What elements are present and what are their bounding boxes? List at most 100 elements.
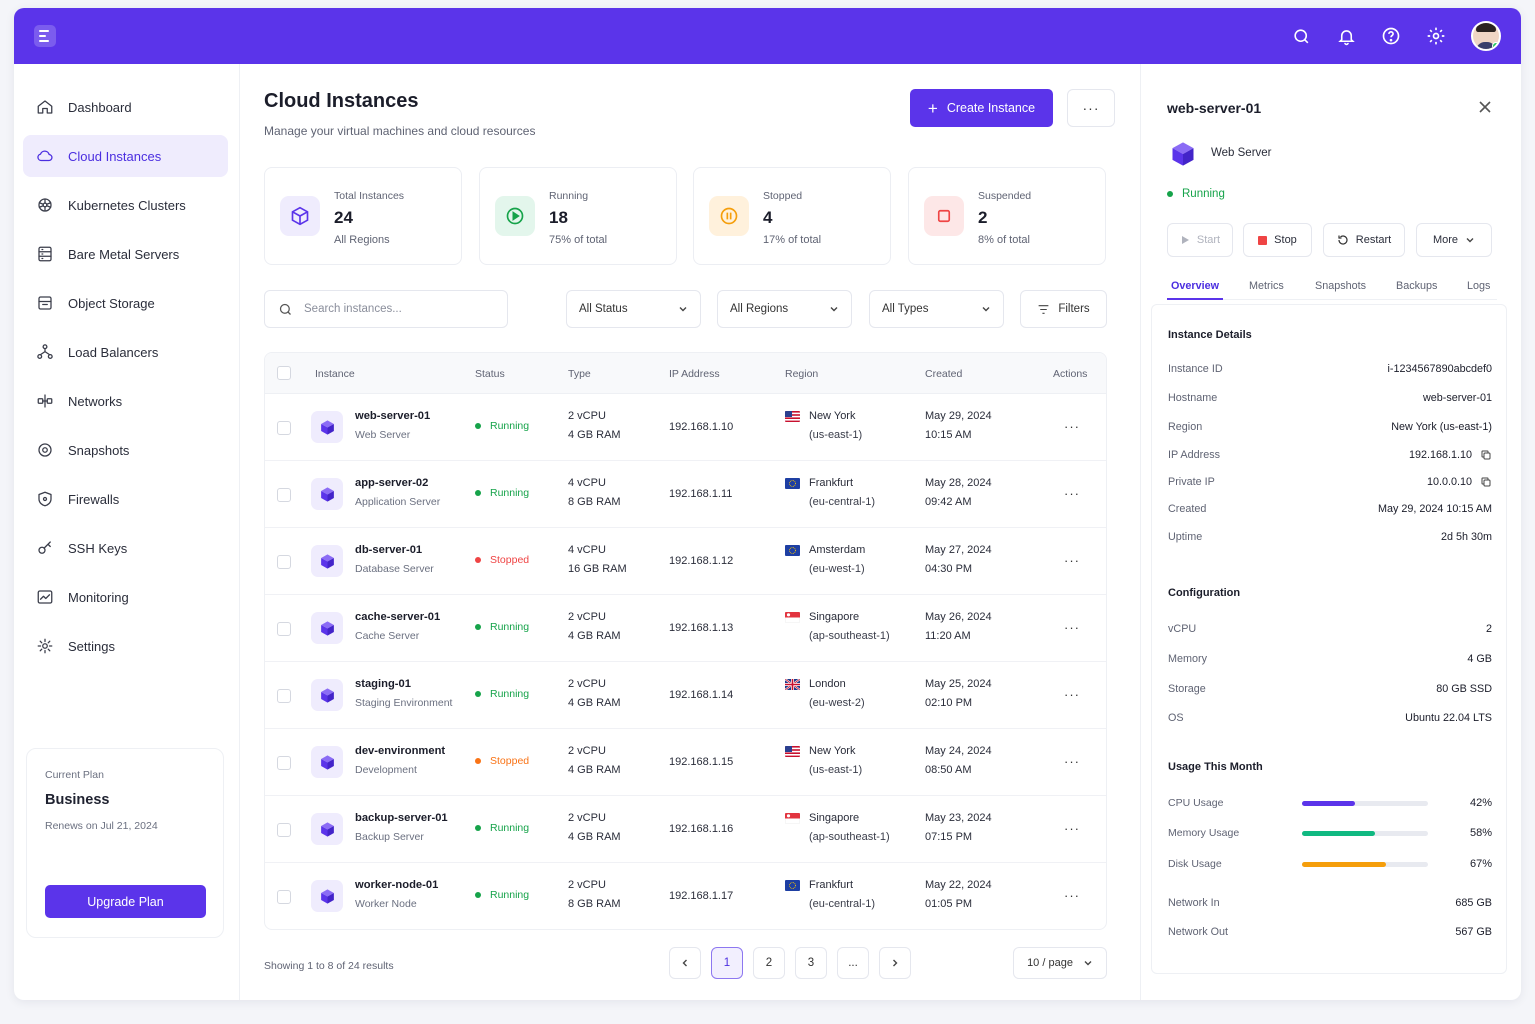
instance-cpu: 2 vCPU [568, 745, 606, 757]
search-input[interactable] [304, 303, 484, 315]
instance-name[interactable]: backup-server-01 [355, 812, 448, 824]
next-page-button[interactable] [879, 947, 911, 979]
instance-ip: 192.168.1.16 [669, 823, 734, 835]
select-all-checkbox[interactable] [277, 366, 291, 380]
menu-icon[interactable] [34, 25, 56, 47]
instance-name[interactable]: cache-server-01 [355, 611, 441, 623]
column-ip: IP Address [669, 368, 720, 380]
sidebar-item-cloud-instances[interactable]: Cloud Instances [23, 135, 228, 177]
table-row[interactable]: worker-node-01 Worker Node Running 2 vCPU 8 … [265, 863, 1106, 929]
table-row[interactable]: cache-server-01 Cache Server Running 2 vCPU… [265, 595, 1106, 662]
table-row[interactable]: dev-environment Development Stopped 2 vCPU 4… [265, 729, 1106, 796]
filters-button[interactable]: Filters [1020, 290, 1107, 328]
tab-backups[interactable]: Backups [1396, 280, 1438, 292]
upgrade-plan-button[interactable]: Upgrade Plan [45, 885, 206, 918]
restart-button[interactable]: Restart [1323, 223, 1405, 257]
sidebar-item-monitoring[interactable]: Monitoring [23, 576, 228, 618]
table-row[interactable]: db-server-01 Database Server Stopped 4 vCPU… [265, 528, 1106, 595]
instance-name[interactable]: staging-01 [355, 678, 411, 690]
create-instance-button[interactable]: + Create Instance [910, 89, 1053, 127]
page-button-2[interactable]: 2 [753, 947, 785, 979]
row-checkbox[interactable] [277, 823, 291, 837]
more-actions-button[interactable]: More [1416, 223, 1492, 257]
stop-button[interactable]: Stop [1243, 223, 1312, 257]
table-row[interactable]: backup-server-01 Backup Server Running 2 vC… [265, 796, 1106, 863]
row-checkbox[interactable] [277, 689, 291, 703]
more-options-button[interactable]: ··· [1067, 89, 1115, 127]
instance-description: Backup Server [355, 831, 424, 843]
created-time: 10:15 AM [925, 429, 972, 441]
row-actions-button[interactable]: ··· [1064, 888, 1080, 903]
detail-value: May 29, 2024 10:15 AM [1378, 503, 1492, 515]
instance-ram: 8 GB RAM [568, 496, 621, 508]
row-checkbox[interactable] [277, 756, 291, 770]
sidebar-item-settings[interactable]: Settings [23, 625, 228, 667]
sidebar-item-firewalls[interactable]: Firewalls [23, 478, 228, 520]
instance-name[interactable]: app-server-02 [355, 477, 429, 489]
instance-cpu: 2 vCPU [568, 410, 606, 422]
instance-name[interactable]: worker-node-01 [355, 879, 439, 891]
sidebar-item-bare-metal-servers[interactable]: Bare Metal Servers [23, 233, 228, 275]
detail-value-text: i-1234567890abcdef0 [1387, 363, 1492, 375]
row-actions-button[interactable]: ··· [1064, 486, 1080, 501]
instance-cpu: 2 vCPU [568, 611, 606, 623]
per-page-value: 10 / page [1027, 957, 1073, 969]
tab-overview[interactable]: Overview [1171, 280, 1220, 292]
status-filter-select[interactable]: All Status [566, 290, 701, 328]
region-filter-select[interactable]: All Regions [717, 290, 852, 328]
play-icon [495, 196, 535, 236]
stop-square-icon [1258, 235, 1268, 245]
usage-label: CPU Usage [1168, 797, 1224, 809]
row-actions-button[interactable]: ··· [1064, 687, 1080, 702]
start-label: Start [1196, 234, 1221, 246]
row-checkbox[interactable] [277, 555, 291, 569]
sidebar-item-networks[interactable]: Networks [23, 380, 228, 422]
table-row[interactable]: app-server-02 Application Server Running 4 … [265, 461, 1106, 528]
type-filter-select[interactable]: All Types [869, 290, 1004, 328]
per-page-select[interactable]: 10 / page [1013, 947, 1107, 979]
copy-icon[interactable] [1480, 476, 1492, 488]
start-button[interactable]: Start [1167, 223, 1233, 257]
stat-card-stopped: Stopped 4 17% of total [693, 167, 891, 265]
prev-page-button[interactable] [669, 947, 701, 979]
instance-name[interactable]: dev-environment [355, 745, 446, 757]
sidebar-item-ssh-keys[interactable]: SSH Keys [23, 527, 228, 569]
tab-snapshots[interactable]: Snapshots [1315, 280, 1367, 292]
detail-row: Private IP 10.0.0.10 [1168, 476, 1492, 488]
table-row[interactable]: web-server-01 Web Server Running 2 vCPU 4 GB… [265, 394, 1106, 461]
instance-name[interactable]: db-server-01 [355, 544, 423, 556]
row-checkbox[interactable] [277, 421, 291, 435]
search-icon[interactable] [1287, 20, 1315, 52]
sidebar-item-kubernetes-clusters[interactable]: Kubernetes Clusters [23, 184, 228, 226]
row-checkbox[interactable] [277, 488, 291, 502]
close-icon[interactable] [1477, 99, 1493, 115]
instance-name[interactable]: web-server-01 [355, 410, 431, 422]
created-time: 01:05 PM [925, 898, 973, 910]
row-actions-button[interactable]: ··· [1064, 754, 1080, 769]
copy-icon[interactable] [1480, 449, 1492, 461]
gear-icon[interactable] [1422, 20, 1450, 52]
sidebar-item-load-balancers[interactable]: Load Balancers [23, 331, 228, 373]
region-city: Singapore [809, 611, 860, 623]
row-actions-button[interactable]: ··· [1064, 553, 1080, 568]
created-date: May 29, 2024 [925, 410, 992, 422]
row-actions-button[interactable]: ··· [1064, 821, 1080, 836]
page-button-1[interactable]: 1 [711, 947, 743, 979]
user-avatar[interactable] [1471, 21, 1501, 51]
page-button-3[interactable]: 3 [795, 947, 827, 979]
page-ellipsis[interactable]: ... [837, 947, 869, 979]
row-checkbox[interactable] [277, 622, 291, 636]
help-icon[interactable] [1377, 20, 1405, 52]
sidebar-item-snapshots[interactable]: Snapshots [23, 429, 228, 471]
tab-metrics[interactable]: Metrics [1249, 280, 1284, 292]
instance-ip: 192.168.1.12 [669, 555, 734, 567]
status-dot [475, 557, 481, 563]
tab-logs[interactable]: Logs [1467, 280, 1491, 292]
row-checkbox[interactable] [277, 890, 291, 904]
row-actions-button[interactable]: ··· [1064, 620, 1080, 635]
table-row[interactable]: staging-01 Staging Environment Running 2 vC… [265, 662, 1106, 729]
bell-icon[interactable] [1332, 20, 1360, 52]
sidebar-item-object-storage[interactable]: Object Storage [23, 282, 228, 324]
sidebar-item-dashboard[interactable]: Dashboard [23, 86, 228, 128]
row-actions-button[interactable]: ··· [1064, 419, 1080, 434]
